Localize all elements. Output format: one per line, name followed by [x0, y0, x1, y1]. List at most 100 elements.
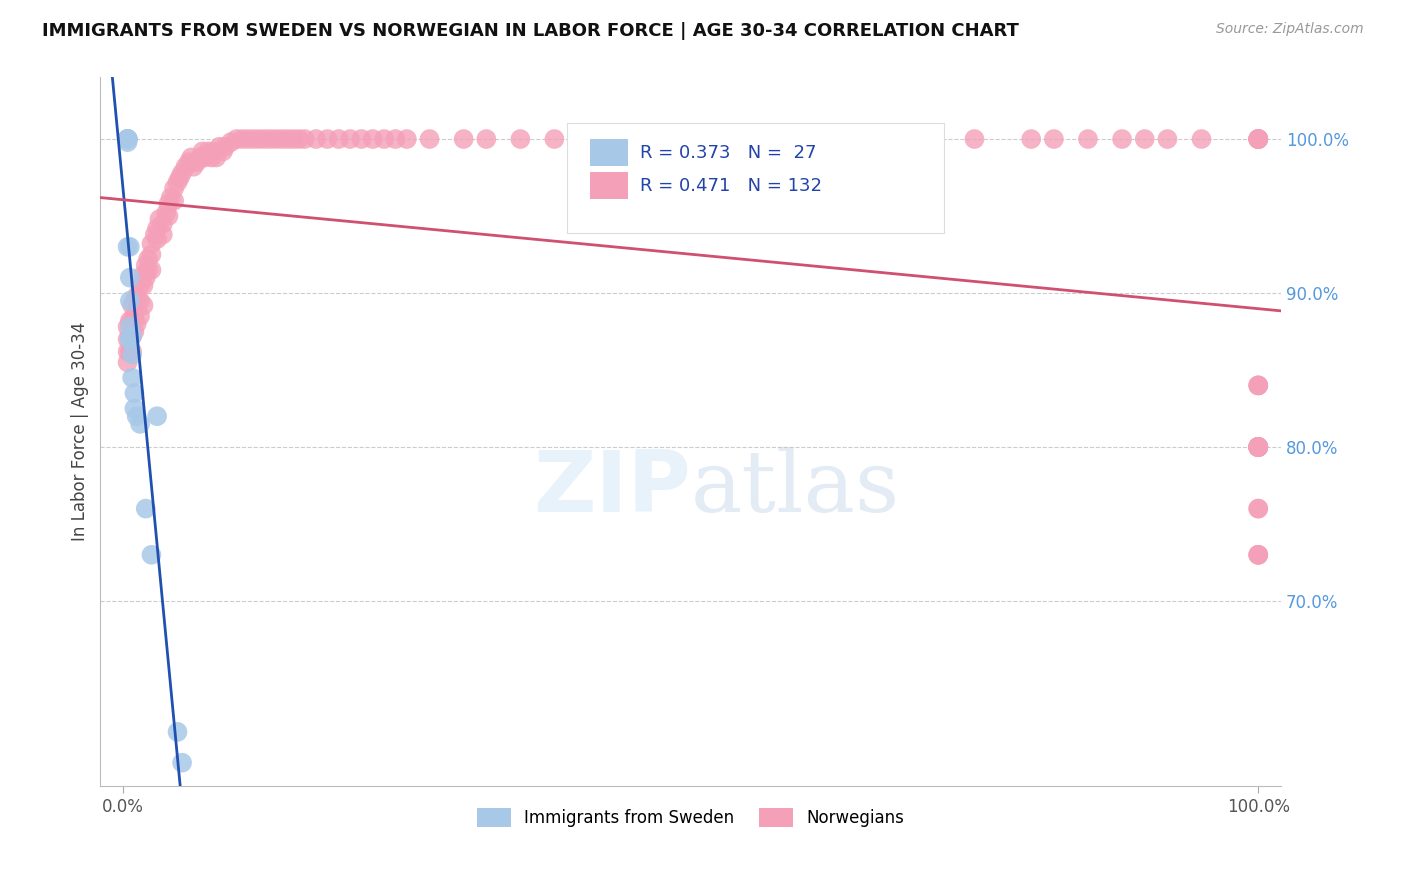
Point — [188, 151, 211, 165]
Point — [124, 401, 146, 416]
Point — [117, 332, 139, 346]
Point — [1247, 548, 1270, 562]
Point — [395, 132, 418, 146]
Point — [1247, 378, 1270, 392]
Text: Source: ZipAtlas.com: Source: ZipAtlas.com — [1216, 22, 1364, 37]
Point — [163, 194, 186, 208]
Point — [124, 325, 146, 339]
Point — [236, 132, 259, 146]
Point — [1247, 440, 1270, 454]
Point — [1019, 132, 1042, 146]
Point — [125, 301, 148, 316]
Point — [118, 293, 141, 308]
Point — [702, 132, 724, 146]
Point — [1247, 440, 1270, 454]
Point — [679, 132, 702, 146]
Point — [328, 132, 350, 146]
Point — [132, 278, 155, 293]
Point — [361, 132, 384, 146]
Point — [129, 309, 152, 323]
Point — [143, 227, 166, 242]
Point — [166, 175, 188, 189]
Point — [208, 140, 231, 154]
Point — [135, 258, 157, 272]
Point — [118, 332, 141, 346]
Point — [141, 247, 163, 261]
Point — [259, 132, 281, 146]
Point — [118, 329, 141, 343]
Point — [146, 221, 169, 235]
Point — [117, 355, 139, 369]
Point — [129, 417, 152, 431]
Point — [1191, 132, 1213, 146]
Point — [214, 140, 236, 154]
Point — [117, 344, 139, 359]
Point — [543, 132, 565, 146]
Point — [907, 132, 929, 146]
Point — [1247, 440, 1270, 454]
Point — [117, 132, 139, 146]
Point — [316, 132, 339, 146]
Point — [118, 332, 141, 346]
Point — [121, 314, 143, 328]
Point — [1247, 440, 1270, 454]
Point — [737, 132, 759, 146]
Point — [117, 132, 139, 146]
FancyBboxPatch shape — [567, 123, 945, 234]
Point — [277, 132, 299, 146]
Point — [125, 409, 148, 424]
Point — [1247, 132, 1270, 146]
Point — [1247, 440, 1270, 454]
Point — [117, 319, 139, 334]
Point — [117, 132, 139, 146]
Point — [1156, 132, 1178, 146]
Point — [136, 263, 159, 277]
Point — [1247, 548, 1270, 562]
Point — [117, 132, 139, 146]
Point — [242, 132, 264, 146]
Point — [1247, 501, 1270, 516]
Point — [1247, 548, 1270, 562]
Point — [118, 240, 141, 254]
Point — [124, 386, 146, 401]
Point — [589, 132, 612, 146]
Point — [815, 132, 838, 146]
Point — [177, 155, 200, 169]
Point — [117, 132, 139, 146]
Point — [159, 190, 181, 204]
Point — [125, 289, 148, 303]
Point — [141, 548, 163, 562]
Point — [152, 217, 174, 231]
Point — [1247, 132, 1270, 146]
Point — [475, 132, 498, 146]
Point — [1247, 440, 1270, 454]
Point — [121, 329, 143, 343]
Y-axis label: In Labor Force | Age 30-34: In Labor Force | Age 30-34 — [72, 322, 89, 541]
FancyBboxPatch shape — [591, 172, 628, 199]
Point — [1247, 132, 1270, 146]
Point — [172, 166, 194, 180]
Point — [191, 145, 214, 159]
Point — [849, 132, 872, 146]
Point — [166, 725, 188, 739]
Point — [373, 132, 395, 146]
Point — [146, 409, 169, 424]
Point — [163, 181, 186, 195]
Point — [305, 132, 328, 146]
Point — [141, 263, 163, 277]
Point — [1247, 132, 1270, 146]
Point — [118, 314, 141, 328]
Text: ZIP: ZIP — [533, 447, 690, 530]
Point — [1247, 132, 1270, 146]
Point — [121, 329, 143, 343]
Point — [419, 132, 441, 146]
Point — [1133, 132, 1156, 146]
Point — [118, 319, 141, 334]
Point — [132, 298, 155, 312]
Point — [350, 132, 373, 146]
Point — [266, 132, 288, 146]
Point — [253, 132, 276, 146]
Text: atlas: atlas — [690, 447, 900, 530]
Point — [136, 252, 159, 267]
Point — [1247, 440, 1270, 454]
